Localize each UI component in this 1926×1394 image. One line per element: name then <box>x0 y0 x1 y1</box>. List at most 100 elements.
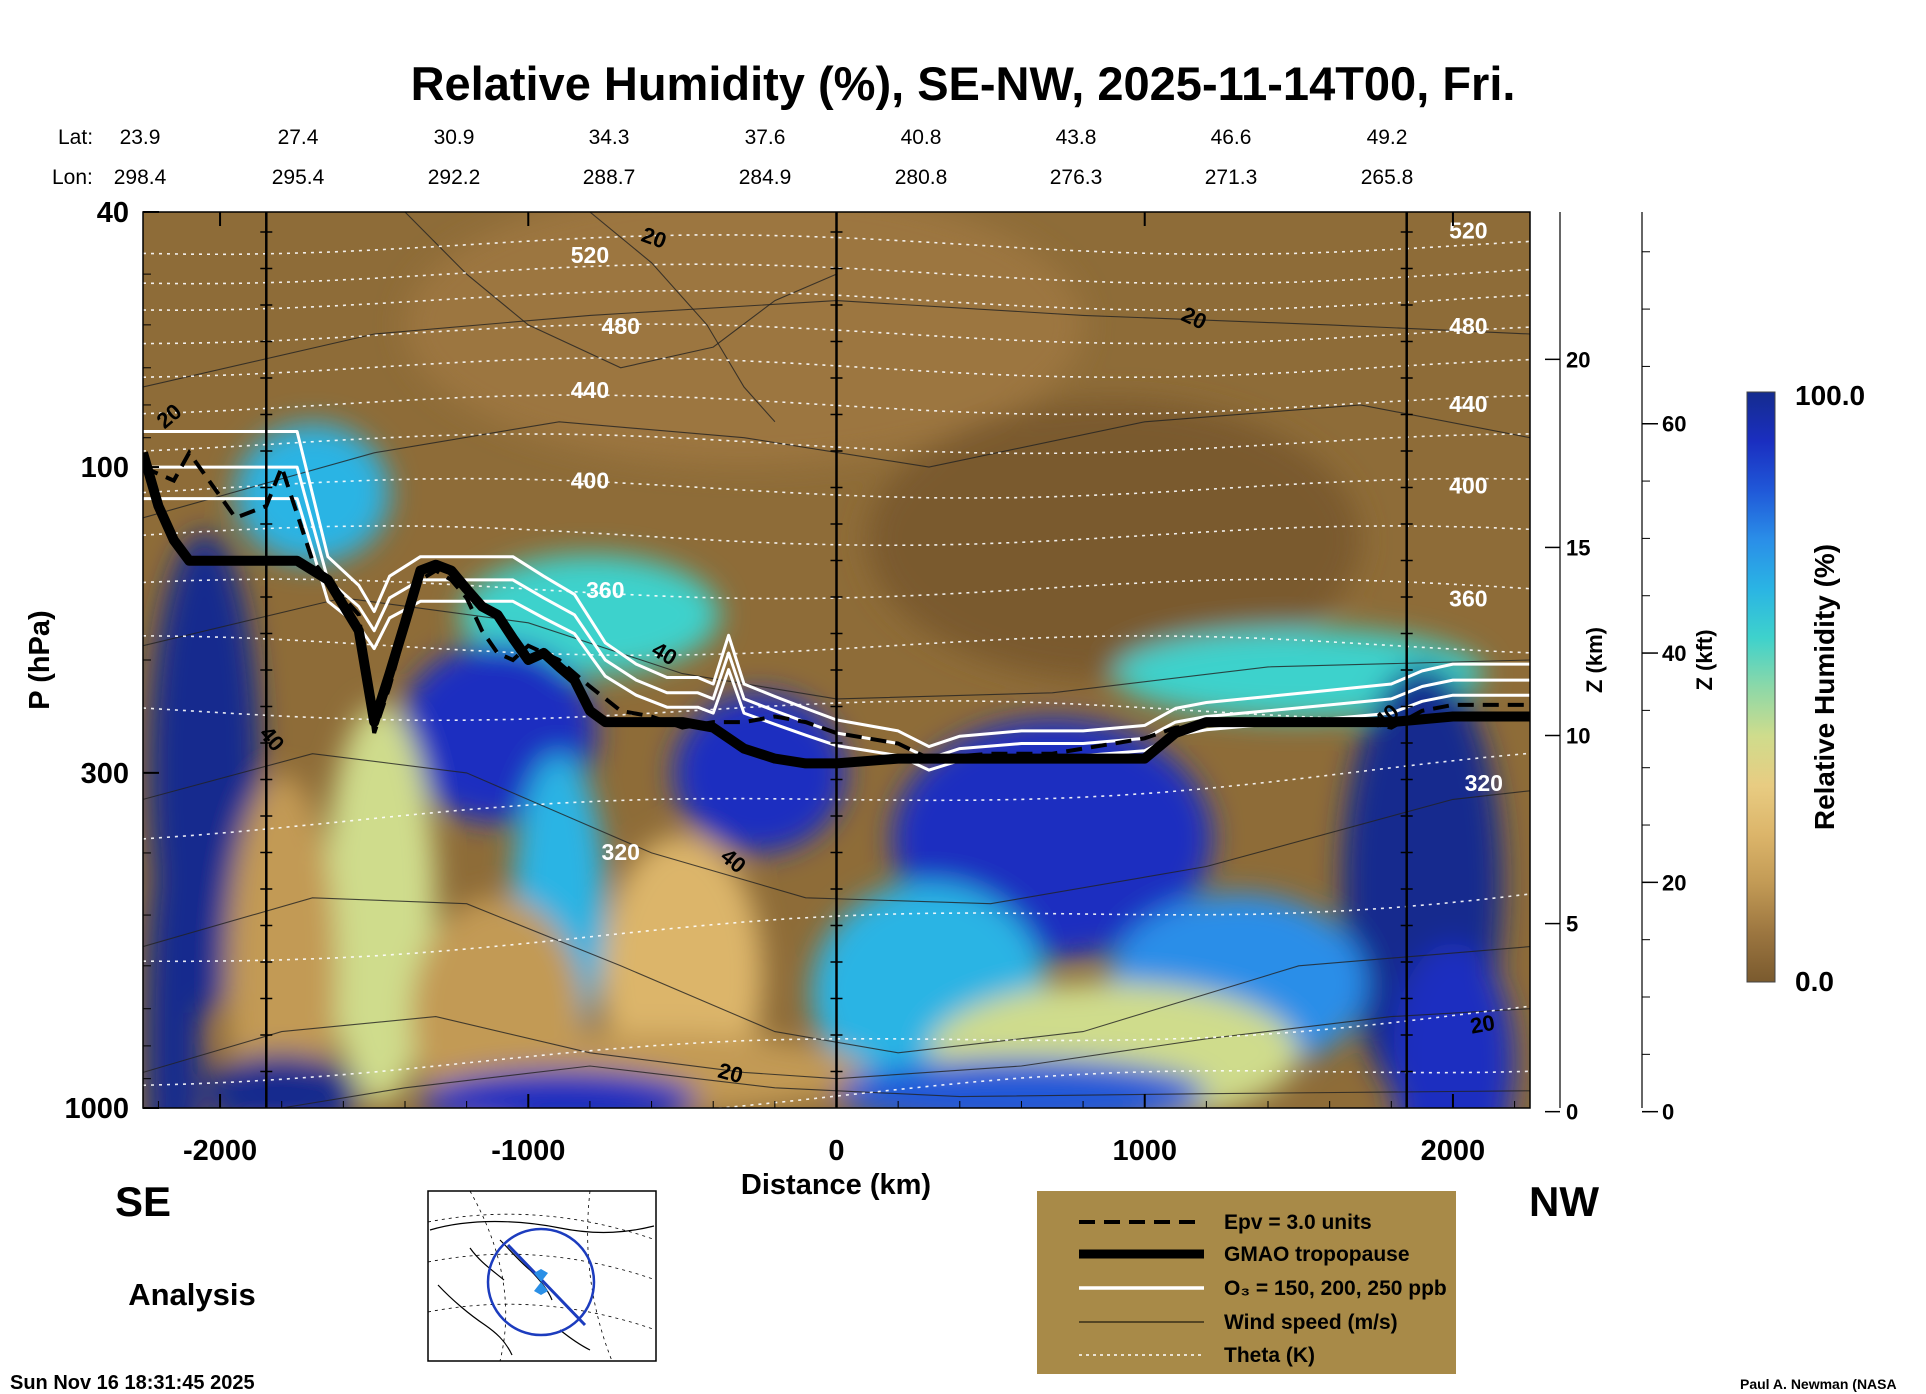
lat-value: 37.6 <box>745 126 786 149</box>
y2-axis-label: Z (km) <box>1582 627 1607 693</box>
lat-value: 27.4 <box>278 126 319 149</box>
z-kft-tick-label: 20 <box>1662 870 1686 895</box>
chart-title: Relative Humidity (%), SE-NW, 2025-11-14… <box>411 57 1516 110</box>
theta-contour-label: 440 <box>1449 391 1487 417</box>
lat-value: 49.2 <box>1367 126 1408 149</box>
legend-entry-theta: Theta (K) <box>1224 1344 1315 1367</box>
z-km-tick-label: 5 <box>1566 912 1578 937</box>
wind-contour <box>143 1008 1530 1080</box>
lat-value: 34.3 <box>589 126 630 149</box>
legend-entry-ozone: O₃ = 150, 200, 250 ppb <box>1224 1277 1447 1300</box>
humidity-region <box>204 1053 359 1108</box>
legend-entry-epv: Epv = 3.0 units <box>1224 1211 1372 1234</box>
timestamp: Sun Nov 16 18:31:45 2025 <box>10 1372 255 1394</box>
ozone-contour <box>143 430 1530 749</box>
theta-contour-label: 400 <box>571 467 609 493</box>
x-tick-label: 2000 <box>1421 1135 1486 1167</box>
lon-value: 292.2 <box>428 166 481 189</box>
theta-contours <box>143 234 1530 1108</box>
humidity-region <box>146 818 202 1108</box>
lon-value: 298.4 <box>114 166 167 189</box>
lon-value: 288.7 <box>583 166 636 189</box>
tropopause-line <box>143 451 1530 769</box>
y-tick-label: 100 <box>81 452 129 484</box>
humidity-region <box>460 554 720 675</box>
wind-contour <box>589 212 776 423</box>
z-km-tick-label: 15 <box>1566 535 1590 560</box>
lat-value: 46.6 <box>1211 126 1252 149</box>
lon-value: 280.8 <box>895 166 948 189</box>
wind-contour <box>143 753 1530 905</box>
lat-value: 23.9 <box>120 126 161 149</box>
humidity-field <box>146 212 1515 1108</box>
z-kft-tick-label: 0 <box>1662 1100 1674 1125</box>
x-tick-label: -1000 <box>491 1135 565 1167</box>
humidity-region <box>226 774 338 1108</box>
y-axis-label: P (hPa) <box>24 610 56 709</box>
lon-label: Lon: <box>52 166 93 189</box>
y-axis-pressure: 40 100 300 1000 <box>64 197 159 1125</box>
theta-contour-label: 400 <box>1449 473 1487 499</box>
z-kft-tick-label: 40 <box>1662 641 1686 666</box>
plot-area: 2020204040404020205204804404003603205204… <box>143 212 1530 1108</box>
humidity-region <box>420 1069 698 1108</box>
colorbar: 100.0 0.0 Relative Humidity (%) <box>1746 380 1865 997</box>
humidity-region <box>405 212 1083 465</box>
x-axis: -2000 -1000 0 1000 2000 <box>157 212 1516 1167</box>
legend: Epv = 3.0 units GMAO tropopause O₃ = 150… <box>1037 1191 1456 1374</box>
credit: Paul A. Newman (NASA <box>1740 1376 1897 1392</box>
theta-contour-label: 480 <box>1449 313 1487 339</box>
legend-entry-tropopause: GMAO tropopause <box>1224 1243 1410 1266</box>
wind-contour <box>404 212 837 369</box>
colorbar-title: Relative Humidity (%) <box>1809 544 1840 830</box>
ozone-contours <box>143 430 1530 772</box>
x-tick-label: 1000 <box>1112 1135 1177 1167</box>
lon-value: 271.3 <box>1205 166 1258 189</box>
lon-value: 276.3 <box>1050 166 1103 189</box>
nw-label: NW <box>1529 1178 1599 1225</box>
wind-contour <box>143 897 1530 1054</box>
y-tick-label: 1000 <box>64 1093 129 1125</box>
lat-row: 23.9 27.4 30.9 34.3 37.6 40.8 43.8 46.6 49.2 <box>120 126 1408 149</box>
globe-map-icon <box>427 1190 657 1362</box>
lat-value: 40.8 <box>901 126 942 149</box>
x-axis-label: Distance (km) <box>741 1169 931 1201</box>
ozone-contour <box>143 497 1530 772</box>
humidity-region <box>673 692 846 853</box>
theta-contour-label: 520 <box>571 242 609 268</box>
vertical-markers <box>260 212 1413 1108</box>
y-tick-label: 300 <box>81 758 129 790</box>
x-tick-label: -2000 <box>183 1135 257 1167</box>
analysis-label: Analysis <box>128 1277 256 1312</box>
y3-axis-label: Z (kft) <box>1692 629 1717 690</box>
se-label: SE <box>115 1178 171 1225</box>
ozone-contour <box>143 465 1530 761</box>
lon-value: 265.8 <box>1361 166 1414 189</box>
theta-contour-label: 320 <box>1465 770 1503 796</box>
theta-contour-label: 480 <box>602 313 640 339</box>
x-tick-label: 0 <box>828 1135 844 1167</box>
legend-entry-wind: Wind speed (m/s) <box>1224 1311 1398 1334</box>
humidity-region <box>867 400 1361 681</box>
y-tick-label: 40 <box>97 197 129 229</box>
wind-contour <box>281 1065 1530 1108</box>
humidity-region <box>324 703 436 1104</box>
y-axis-z-km: 0 5 10 15 20 <box>1545 212 1590 1125</box>
theta-contour-label: 360 <box>586 577 624 603</box>
z-km-tick-label: 0 <box>1566 1100 1578 1125</box>
theta-contour-label: 320 <box>602 839 640 865</box>
lon-row: 298.4 295.4 292.2 288.7 284.9 280.8 276.3 271.3… <box>114 166 1414 189</box>
colorbar-gradient <box>1746 391 1776 983</box>
lat-value: 43.8 <box>1056 126 1097 149</box>
z-km-tick-label: 10 <box>1566 724 1590 749</box>
colorbar-min-label: 0.0 <box>1795 966 1834 997</box>
wind-contour-label: 20 <box>1468 1010 1496 1039</box>
humidity-region <box>1391 942 1515 1108</box>
lon-value: 295.4 <box>272 166 325 189</box>
theta-contour-label: 440 <box>571 377 609 403</box>
theta-contour <box>143 752 1530 840</box>
wind-contour <box>143 597 1530 700</box>
lat-value: 30.9 <box>434 126 475 149</box>
lon-value: 284.9 <box>739 166 792 189</box>
